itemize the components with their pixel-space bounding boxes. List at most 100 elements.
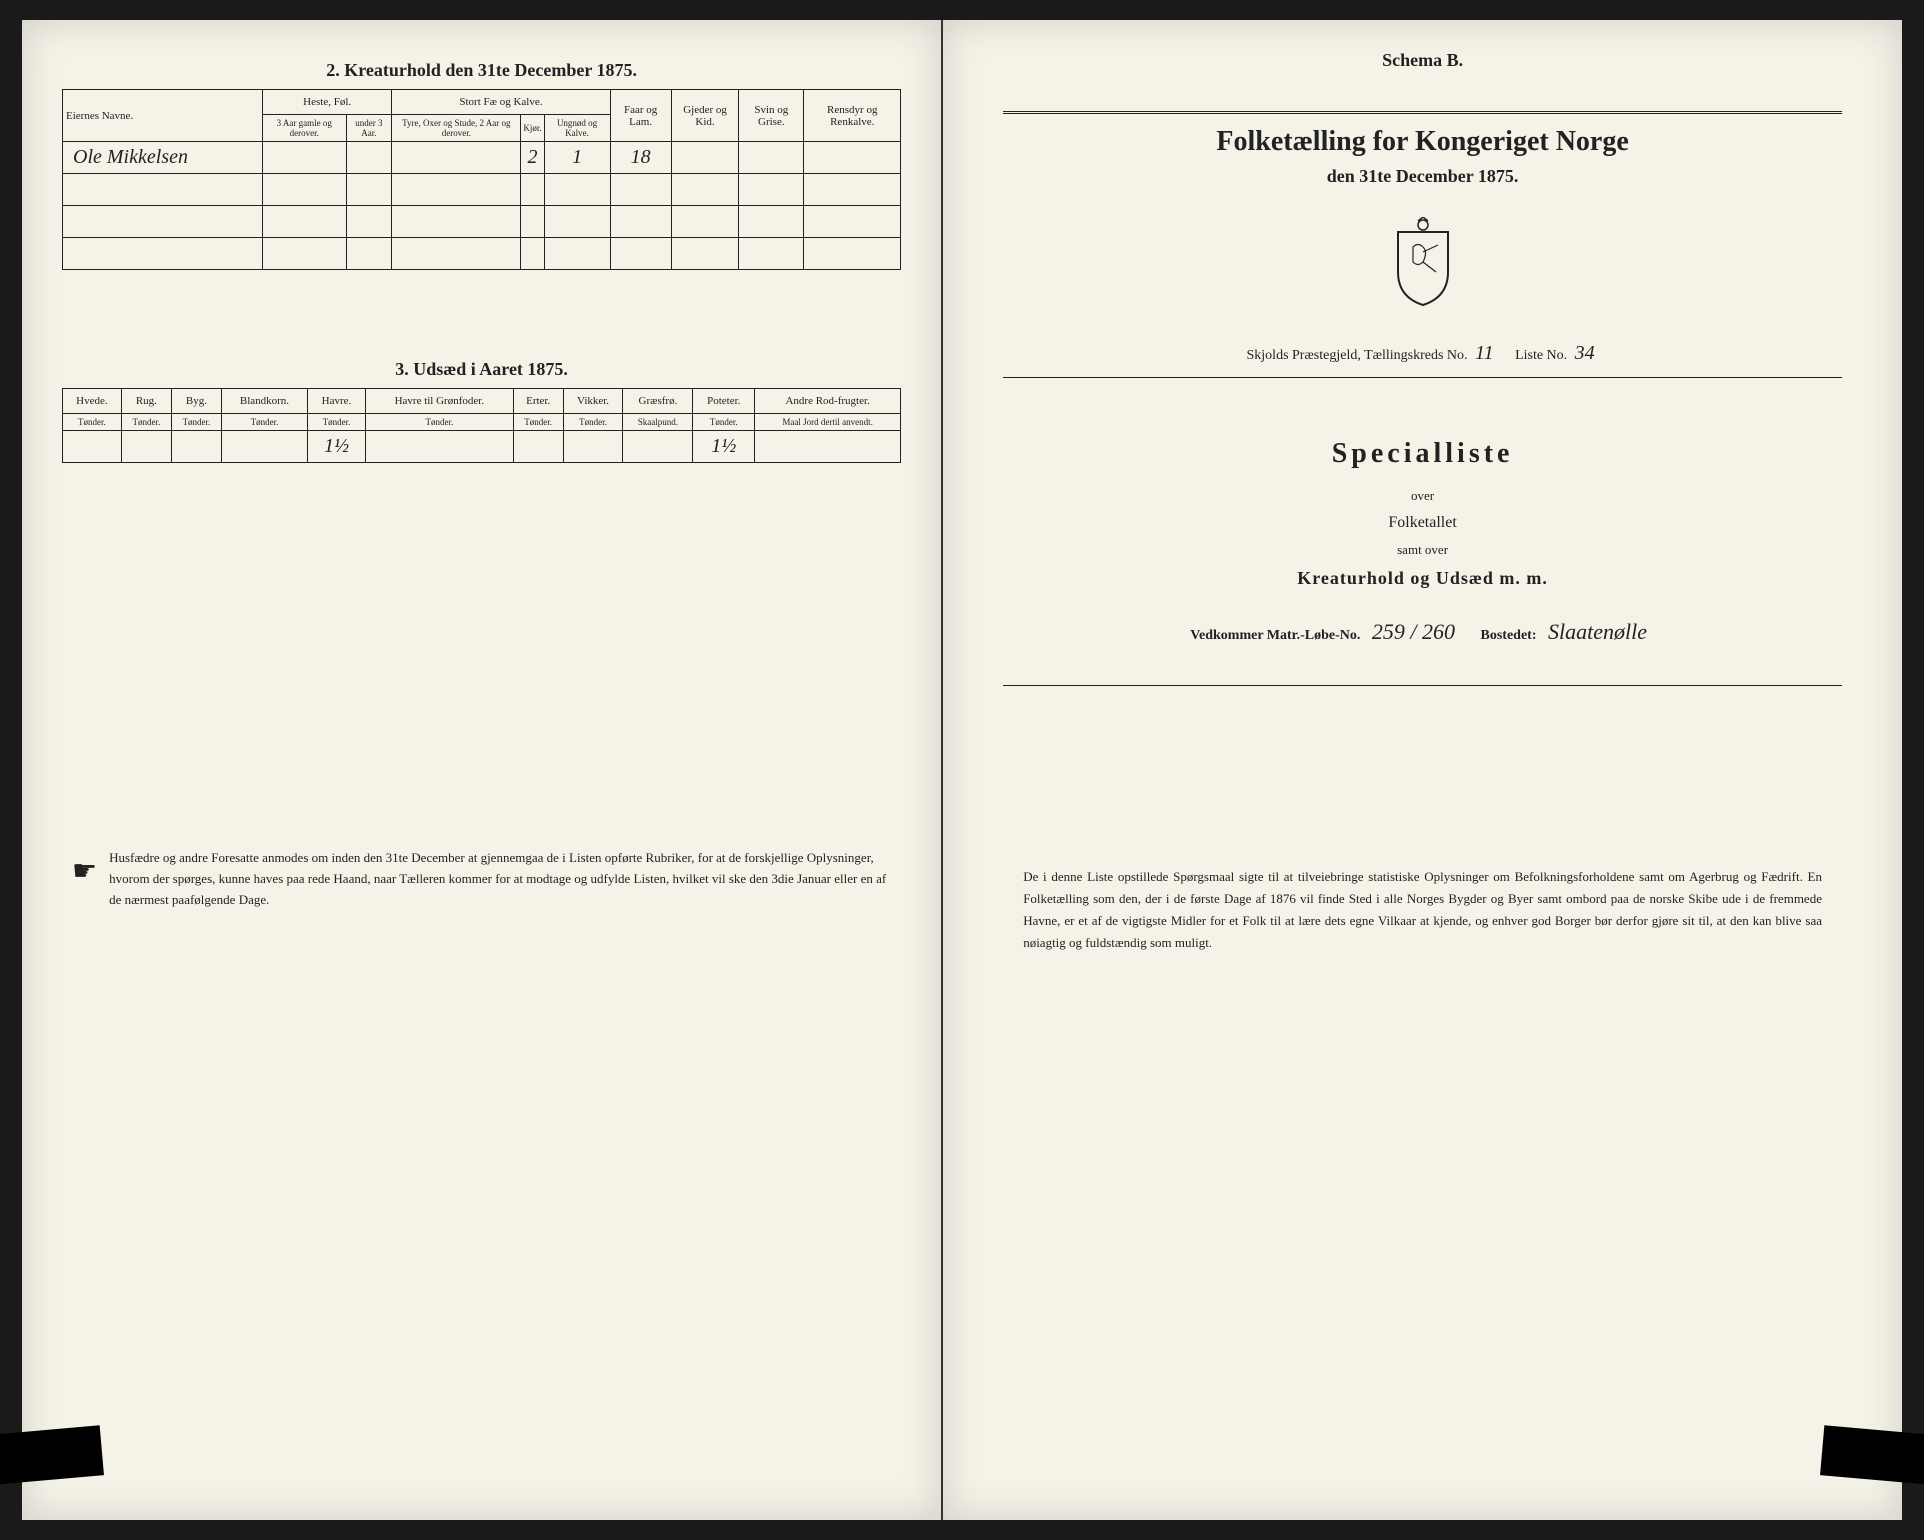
cell: 18 xyxy=(610,142,671,174)
cell xyxy=(263,238,347,270)
list-label: Liste No. xyxy=(1515,348,1567,363)
cell xyxy=(610,174,671,206)
left-page: 2. Kreaturhold den 31te December 1875. E… xyxy=(22,20,943,1520)
unit: Tønder. xyxy=(693,414,755,431)
cell xyxy=(671,206,739,238)
cell xyxy=(804,238,901,270)
census-date: den 31te December 1875. xyxy=(1003,166,1842,187)
unit: Tønder. xyxy=(563,414,623,431)
pointing-hand-icon: ☛ xyxy=(72,850,97,910)
cell xyxy=(755,431,901,463)
kreaturhold-label: Kreaturhold og Udsæd m. m. xyxy=(1003,568,1842,589)
col-goats: Gjeder og Kid. xyxy=(671,90,739,142)
col-cattle-a: Tyre, Oxer og Stude, 2 Aar og derover. xyxy=(392,115,521,142)
unit: Skaalpund. xyxy=(623,414,693,431)
book-spread: 2. Kreaturhold den 31te December 1875. E… xyxy=(22,20,1902,1520)
cell: 1 xyxy=(544,142,610,174)
right-footer-text: De i denne Liste opstillede Spørgsmaal s… xyxy=(1003,866,1842,954)
cell: 2 xyxy=(521,142,544,174)
cell xyxy=(221,431,307,463)
binder-clip-icon xyxy=(0,1425,104,1484)
vedkommer-label: Vedkommer Matr.-Løbe-No. xyxy=(1190,628,1360,643)
col-cattle-c: Ungnød og Kalve. xyxy=(544,115,610,142)
cell xyxy=(392,238,521,270)
col: Havre til Grønfoder. xyxy=(366,389,514,414)
cell: 1½ xyxy=(307,431,365,463)
unit: Tønder. xyxy=(63,414,122,431)
cell xyxy=(392,174,521,206)
cell xyxy=(739,174,804,206)
cell xyxy=(544,174,610,206)
cell xyxy=(671,174,739,206)
cell xyxy=(610,238,671,270)
cell xyxy=(366,431,514,463)
left-footer-note: ☛ Husfædre og andre Foresatte anmodes om… xyxy=(62,848,901,910)
col: Andre Rod-frugter. xyxy=(755,389,901,414)
divider xyxy=(1003,111,1842,114)
col: Vikker. xyxy=(563,389,623,414)
unit: Tønder. xyxy=(171,414,221,431)
cell xyxy=(346,142,392,174)
cell xyxy=(521,174,544,206)
col-horses: Heste, Føl. xyxy=(263,90,392,115)
cell xyxy=(392,206,521,238)
cell xyxy=(804,142,901,174)
cell xyxy=(544,206,610,238)
col-reindeer: Rensdyr og Renkalve. xyxy=(804,90,901,142)
cell xyxy=(263,174,347,206)
col-owner: Eiernes Navne. xyxy=(63,90,263,142)
right-page: Schema B. Folketælling for Kongeriget No… xyxy=(943,20,1902,1520)
list-number: 34 xyxy=(1575,342,1595,364)
cell xyxy=(739,206,804,238)
district-label: Skjolds Præstegjeld, Tællingskreds No. xyxy=(1247,348,1468,363)
cell-owner xyxy=(63,206,263,238)
cell xyxy=(671,142,739,174)
cell xyxy=(346,174,392,206)
cell xyxy=(263,206,347,238)
cell xyxy=(610,206,671,238)
cell xyxy=(739,142,804,174)
section3-title: 3. Udsæd i Aaret 1875. xyxy=(62,359,901,380)
cell-owner: Ole Mikkelsen xyxy=(63,142,263,174)
cell-owner xyxy=(63,238,263,270)
unit: Tønder. xyxy=(307,414,365,431)
col: Erter. xyxy=(513,389,563,414)
col-pigs: Svin og Grise. xyxy=(739,90,804,142)
cell xyxy=(513,431,563,463)
cell xyxy=(346,238,392,270)
col: Blandkorn. xyxy=(221,389,307,414)
cell: 1½ xyxy=(693,431,755,463)
bostedet-label: Bostedet: xyxy=(1481,628,1537,643)
folketallet-label: Folketallet xyxy=(1003,514,1842,532)
col: Græsfrø. xyxy=(623,389,693,414)
livestock-table: Eiernes Navne. Heste, Føl. Stort Fæ og K… xyxy=(62,89,901,270)
cell xyxy=(671,238,739,270)
col: Havre. xyxy=(307,389,365,414)
over-label: over xyxy=(1003,488,1842,504)
cell xyxy=(263,142,347,174)
cell xyxy=(739,238,804,270)
cell xyxy=(171,431,221,463)
col-sheep: Faar og Lam. xyxy=(610,90,671,142)
table-header-row: Eiernes Navne. Heste, Føl. Stort Fæ og K… xyxy=(63,90,901,115)
unit: Tønder. xyxy=(121,414,171,431)
district-number: 11 xyxy=(1475,342,1494,364)
table-row xyxy=(63,238,901,270)
col: Hvede. xyxy=(63,389,122,414)
matr-number: 259 / 260 xyxy=(1372,619,1455,644)
cell xyxy=(392,142,521,174)
cell-owner xyxy=(63,174,263,206)
cell xyxy=(544,238,610,270)
livestock-table-wrap: Eiernes Navne. Heste, Føl. Stort Fæ og K… xyxy=(62,89,901,349)
cell xyxy=(346,206,392,238)
census-title: Folketælling for Kongeriget Norge xyxy=(1003,126,1842,158)
cell xyxy=(804,174,901,206)
col-horses-a: 3 Aar gamle og derover. xyxy=(263,115,347,142)
unit: Tønder. xyxy=(221,414,307,431)
divider xyxy=(1003,377,1842,378)
cell xyxy=(804,206,901,238)
table-row xyxy=(63,206,901,238)
samt-label: samt over xyxy=(1003,542,1842,558)
district-line: Skjolds Præstegjeld, Tællingskreds No. 1… xyxy=(1003,342,1842,365)
seeding-table-wrap: Hvede. Rug. Byg. Blandkorn. Havre. Havre… xyxy=(62,388,901,568)
